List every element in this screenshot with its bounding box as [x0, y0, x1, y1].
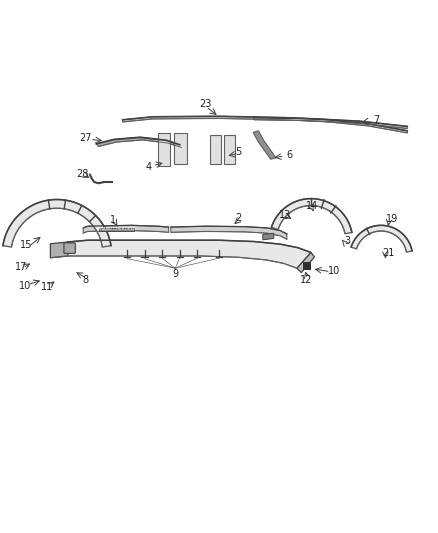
- Text: 7: 7: [374, 115, 380, 125]
- Polygon shape: [272, 199, 352, 234]
- Polygon shape: [50, 240, 311, 268]
- Polygon shape: [3, 199, 111, 247]
- Polygon shape: [50, 242, 68, 258]
- Text: 14: 14: [306, 201, 318, 211]
- Bar: [99, 228, 134, 231]
- FancyBboxPatch shape: [64, 243, 75, 253]
- Text: 2: 2: [236, 213, 242, 223]
- Text: 4: 4: [146, 162, 152, 172]
- Text: GRAND CHEROKEE: GRAND CHEROKEE: [97, 227, 135, 231]
- Polygon shape: [297, 253, 314, 273]
- Text: 17: 17: [15, 262, 27, 271]
- Text: 15: 15: [20, 240, 32, 251]
- Polygon shape: [263, 233, 274, 240]
- Polygon shape: [83, 225, 169, 233]
- Text: 8: 8: [82, 274, 88, 285]
- Text: 11: 11: [41, 282, 53, 292]
- Bar: [158, 133, 170, 166]
- Text: 19: 19: [386, 214, 398, 224]
- Polygon shape: [96, 138, 181, 147]
- Text: 12: 12: [300, 274, 313, 285]
- Text: 21: 21: [382, 248, 395, 259]
- Bar: [303, 262, 310, 269]
- Text: 10: 10: [19, 281, 32, 291]
- Text: 9: 9: [172, 269, 178, 279]
- Text: 13: 13: [279, 210, 291, 220]
- Bar: [174, 133, 187, 165]
- Text: 27: 27: [79, 133, 92, 143]
- Text: 6: 6: [286, 150, 292, 160]
- Bar: [303, 262, 310, 269]
- Text: 10: 10: [328, 266, 340, 276]
- Polygon shape: [253, 131, 276, 159]
- Polygon shape: [171, 226, 287, 239]
- Polygon shape: [351, 225, 412, 252]
- Polygon shape: [254, 118, 407, 128]
- Text: 3: 3: [344, 236, 350, 246]
- Text: 1: 1: [110, 215, 116, 225]
- Text: 23: 23: [200, 100, 212, 109]
- Text: 5: 5: [236, 147, 242, 157]
- Text: 28: 28: [76, 168, 88, 179]
- Bar: [224, 135, 235, 164]
- Bar: [210, 135, 221, 165]
- Polygon shape: [123, 116, 407, 133]
